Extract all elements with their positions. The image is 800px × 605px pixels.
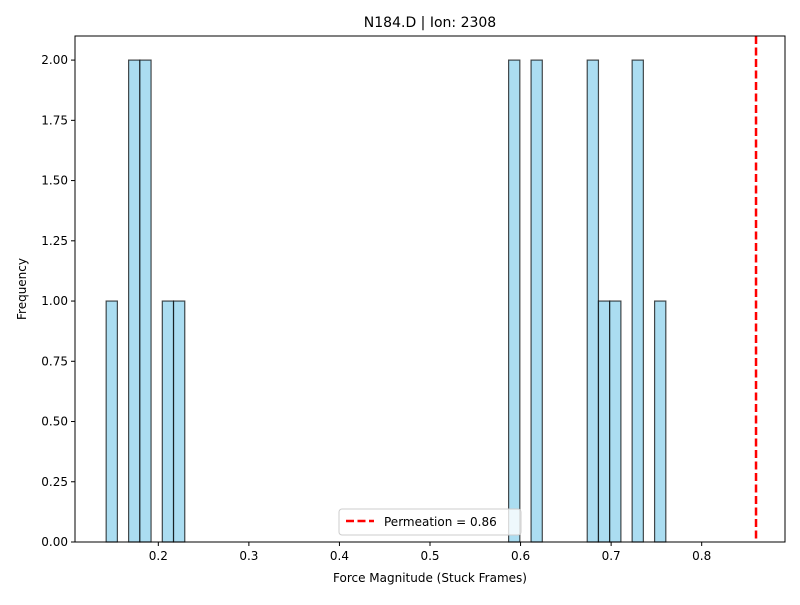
histogram-bar-0 [105,300,118,543]
histogram-bar-7 [586,59,600,543]
x-axis-ticks: 0.2 0.3 0.4 0.5 0.6 0.7 0.8 [149,542,711,563]
x-tick-label: 0.8 [692,549,711,563]
x-tick-label: 0.2 [149,549,168,563]
histogram-bar-3 [161,300,175,543]
bars-group [105,59,667,543]
x-tick-label: 0.3 [239,549,258,563]
y-tick-label: 1.00 [41,294,68,308]
y-tick-label: 0.50 [41,415,68,429]
histogram-bar-10 [631,59,644,543]
x-tick-label: 0.5 [420,549,439,563]
x-tick-label: 0.7 [602,549,621,563]
legend-entry-permeation: Permeation = 0.86 [384,515,497,529]
x-axis-label: Force Magnitude (Stuck Frames) [333,571,527,585]
histogram-bar-11 [653,300,667,543]
legend: Permeation = 0.86 [338,508,522,536]
y-tick-label: 1.25 [41,234,68,248]
y-axis-label: Frequency [15,258,29,320]
y-tick-label: 0.00 [41,535,68,549]
chart-title: N184.D | Ion: 2308 [364,15,496,31]
histogram-bar-2 [139,59,152,543]
histogram-bar-4 [172,300,186,543]
y-tick-label: 0.75 [41,354,68,368]
x-tick-label: 0.6 [511,549,530,563]
legend-box [338,508,522,536]
y-tick-label: 0.25 [41,475,68,489]
x-tick-label: 0.4 [330,549,349,563]
histogram-bar-5 [508,59,521,543]
y-tick-label: 2.00 [41,53,68,67]
histogram-bar-6 [530,59,543,543]
histogram-bar-8 [597,300,611,543]
histogram-bar-1 [128,59,141,543]
y-tick-label: 1.50 [41,174,68,188]
y-axis-ticks: 0.00 0.25 0.50 0.75 1.00 1.25 1.50 1.75 2.00 [41,53,75,549]
histogram-bar-9 [609,300,622,543]
y-tick-label: 1.75 [41,113,68,127]
